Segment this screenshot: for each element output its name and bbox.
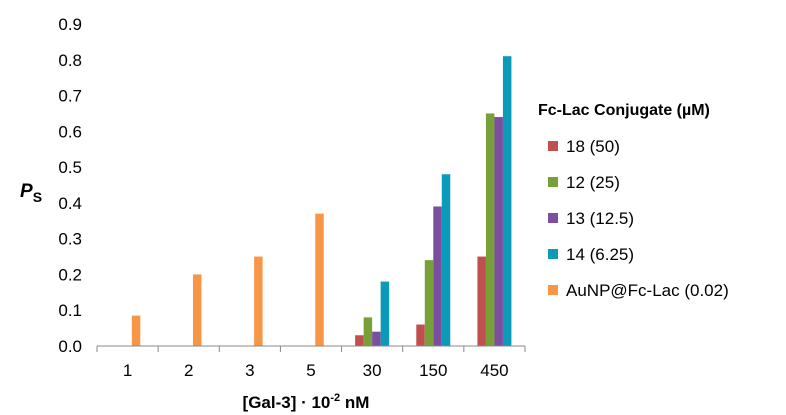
x-tick-label: 1 — [123, 361, 132, 380]
legend-swatch — [548, 249, 558, 259]
bar-13-12-5 — [494, 117, 503, 347]
legend-swatch — [548, 177, 558, 187]
y-tick-label: 0.0 — [58, 337, 82, 356]
x-axis-title: [Gal-3] · 10-2 nM — [243, 392, 370, 412]
x-tick-label: 150 — [419, 361, 447, 380]
legend-swatch — [548, 141, 558, 151]
bar-14-6-25 — [441, 174, 451, 346]
x-tick-label: 5 — [306, 361, 315, 380]
legend-label: 13 (12.5) — [566, 209, 634, 228]
y-axis-title-subscript: S — [33, 189, 42, 205]
bar-18-50 — [477, 256, 486, 346]
y-tick-label: 0.6 — [58, 122, 82, 141]
legend-label: 12 (25) — [566, 173, 620, 192]
bars — [131, 56, 512, 347]
bar-13-12-5 — [433, 206, 442, 346]
x-tick-label: 450 — [480, 361, 508, 380]
legend-label: AuNP@Fc-Lac (0.02) — [566, 281, 729, 300]
y-tick-label: 0.5 — [58, 158, 82, 177]
y-tick-label: 0.4 — [58, 194, 82, 213]
legend-swatch — [548, 285, 558, 295]
x-axis-title-main: [Gal-3] · 10 — [243, 393, 331, 412]
y-tick-label: 0.9 — [58, 15, 82, 34]
bar-14-6-25 — [380, 281, 390, 346]
y-axis-title: PS — [20, 181, 42, 205]
bar-aunp-fc-lac-0-02 — [254, 256, 263, 346]
bar-aunp-fc-lac-0-02 — [131, 315, 141, 346]
x-axis: 1 2 3 5 30 150 450 — [96, 346, 526, 380]
x-tick-label: 3 — [245, 361, 254, 380]
legend-label: 14 (6.25) — [566, 245, 634, 264]
bar-12-25 — [485, 113, 495, 346]
y-tick-label: 0.8 — [58, 51, 82, 70]
y-tick-label: 0.1 — [58, 301, 82, 320]
legend-title: Fc-Lac Conjugate (µM) — [538, 102, 710, 119]
x-tick-label: 2 — [184, 361, 193, 380]
x-tick-label: 30 — [363, 361, 382, 380]
x-axis-title-superscript: -2 — [330, 392, 340, 404]
y-axis-title-main: P — [20, 181, 33, 202]
y-tick-label: 0.7 — [58, 87, 82, 106]
legend-swatch — [548, 213, 558, 223]
bar-18-50 — [355, 335, 364, 346]
bar-aunp-fc-lac-0-02 — [315, 213, 324, 346]
legend: 18 (50) 12 (25) 13 (12.5) 14 (6.25) AuNP@Fc-… — [548, 137, 729, 300]
y-tick-label: 0.3 — [58, 230, 82, 249]
bar-13-12-5 — [372, 331, 381, 346]
y-axis: 0.0 0.1 0.2 0.3 0.4 0.5 0.6 0.7 0.8 0.9 — [58, 15, 82, 356]
x-axis-title-unit: nM — [340, 393, 369, 412]
bar-aunp-fc-lac-0-02 — [192, 274, 202, 346]
bar-14-6-25 — [502, 56, 512, 346]
bar-12-25 — [424, 260, 434, 346]
bar-18-50 — [416, 324, 425, 346]
legend-label: 18 (50) — [566, 137, 620, 156]
y-tick-label: 0.2 — [58, 265, 82, 284]
bar-12-25 — [363, 317, 373, 346]
